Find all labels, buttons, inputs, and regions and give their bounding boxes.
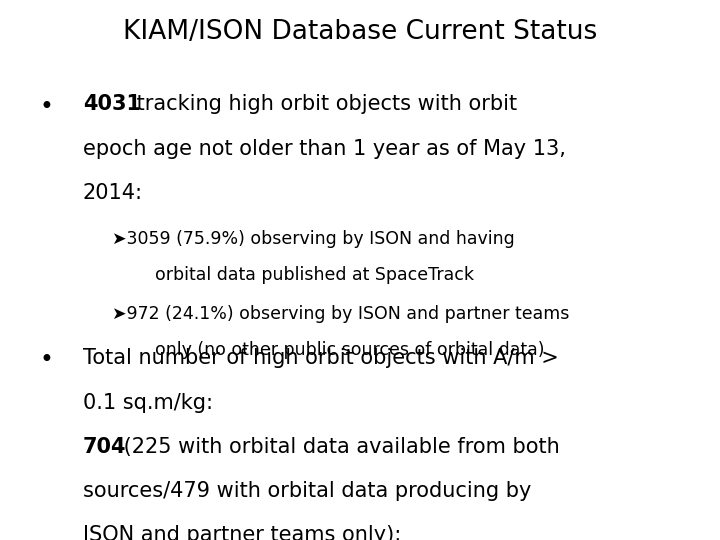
Text: ➤972 (24.1%) observing by ISON and partner teams: ➤972 (24.1%) observing by ISON and partn… (112, 305, 569, 323)
Text: sources/479 with orbital data producing by: sources/479 with orbital data producing … (83, 481, 531, 501)
Text: epoch age not older than 1 year as of May 13,: epoch age not older than 1 year as of Ma… (83, 139, 566, 159)
Text: ISON and partner teams only):: ISON and partner teams only): (83, 525, 401, 540)
Text: (225 with orbital data available from both: (225 with orbital data available from bo… (117, 437, 560, 457)
Text: ➤3059 (75.9%) observing by ISON and having: ➤3059 (75.9%) observing by ISON and havi… (112, 230, 514, 248)
Text: orbital data published at SpaceTrack: orbital data published at SpaceTrack (155, 266, 474, 284)
Text: KIAM/ISON Database Current Status: KIAM/ISON Database Current Status (123, 19, 597, 45)
Text: •: • (40, 348, 53, 372)
Text: tracking high orbit objects with orbit: tracking high orbit objects with orbit (130, 94, 517, 114)
Text: 704: 704 (83, 437, 126, 457)
Text: only (no other public sources of orbital data): only (no other public sources of orbital… (155, 341, 544, 359)
Text: •: • (40, 94, 53, 118)
Text: Total number of high orbit objects with A/m >: Total number of high orbit objects with … (83, 348, 559, 368)
Text: 4031: 4031 (83, 94, 141, 114)
Text: 2014:: 2014: (83, 183, 143, 203)
Text: 0.1 sq.m/kg:: 0.1 sq.m/kg: (83, 393, 213, 413)
